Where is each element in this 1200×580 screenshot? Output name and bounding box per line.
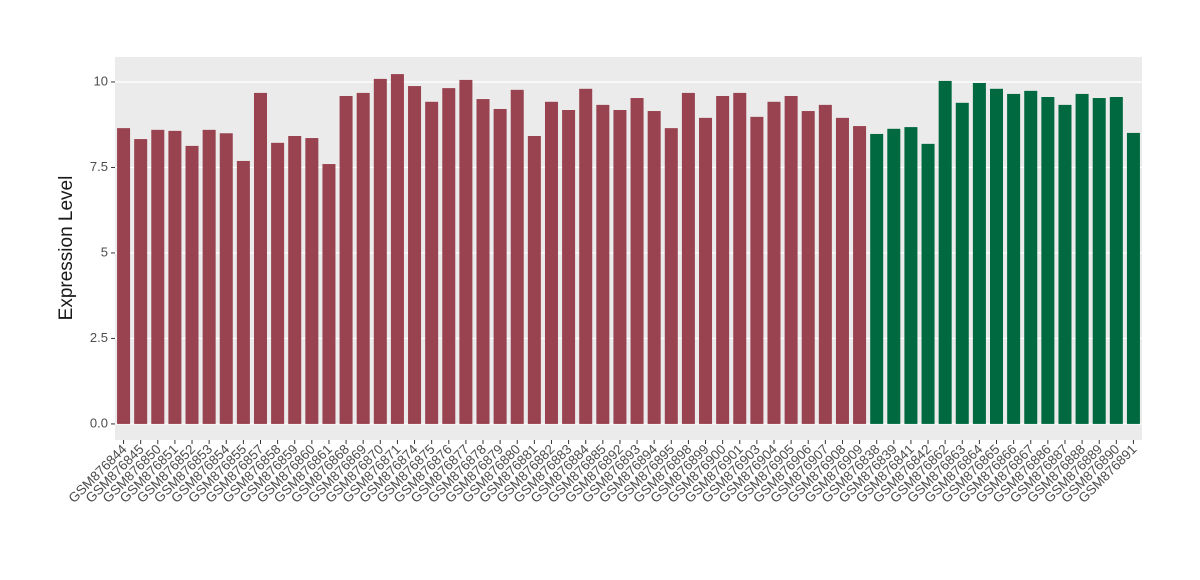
bar (733, 92, 747, 424)
y-tick-label: 5 (101, 244, 108, 259)
bar (151, 129, 165, 424)
bar (134, 139, 148, 424)
bar (168, 130, 182, 424)
bar (1109, 97, 1123, 424)
bar (647, 111, 661, 424)
bar (1007, 93, 1021, 424)
bar (425, 101, 439, 424)
bar (510, 89, 524, 424)
bar (801, 111, 815, 424)
bar (955, 102, 969, 424)
bar (493, 108, 507, 424)
bar (544, 101, 558, 424)
bar (681, 92, 695, 424)
bar (1126, 132, 1140, 424)
bar (459, 79, 473, 424)
bar (117, 128, 131, 424)
bar (630, 98, 644, 424)
bar (356, 92, 370, 424)
bar (664, 128, 678, 424)
bar (562, 110, 576, 424)
bar (904, 127, 918, 424)
y-tick-label: 7.5 (90, 159, 108, 174)
bar (1041, 97, 1055, 424)
bar (887, 128, 901, 424)
bar (972, 82, 986, 424)
bar (219, 133, 233, 424)
bar (1092, 98, 1106, 424)
bar (527, 135, 541, 424)
bar (322, 164, 336, 424)
bar (750, 116, 764, 424)
bar (1024, 90, 1038, 424)
bar (185, 145, 199, 424)
bar (442, 88, 456, 424)
bar (767, 101, 781, 424)
bar (1058, 104, 1072, 424)
bar (921, 143, 935, 424)
bar (990, 88, 1004, 424)
bar (835, 117, 849, 424)
y-tick-label: 0.0 (90, 415, 108, 430)
bar (853, 126, 867, 424)
bar (613, 110, 627, 424)
bar (699, 117, 713, 424)
y-axis-title: Expression Level (56, 176, 77, 321)
bar (818, 104, 832, 424)
bar (716, 95, 730, 424)
bar (784, 95, 798, 424)
bar (253, 92, 267, 424)
bar (202, 129, 216, 424)
y-tick-label: 10 (94, 73, 108, 88)
bar (1075, 93, 1089, 424)
bar (390, 74, 404, 424)
bar (236, 160, 250, 424)
bar (938, 80, 952, 424)
y-tick-label: 2.5 (90, 330, 108, 345)
bar (271, 142, 285, 424)
plot-panel (115, 57, 1142, 440)
bar (288, 135, 302, 424)
bar (408, 86, 422, 424)
bar (339, 95, 353, 424)
bar (476, 99, 490, 424)
bar (373, 78, 387, 424)
bar (305, 138, 319, 424)
bar (596, 104, 610, 424)
bar (579, 88, 593, 424)
bar (870, 133, 884, 424)
